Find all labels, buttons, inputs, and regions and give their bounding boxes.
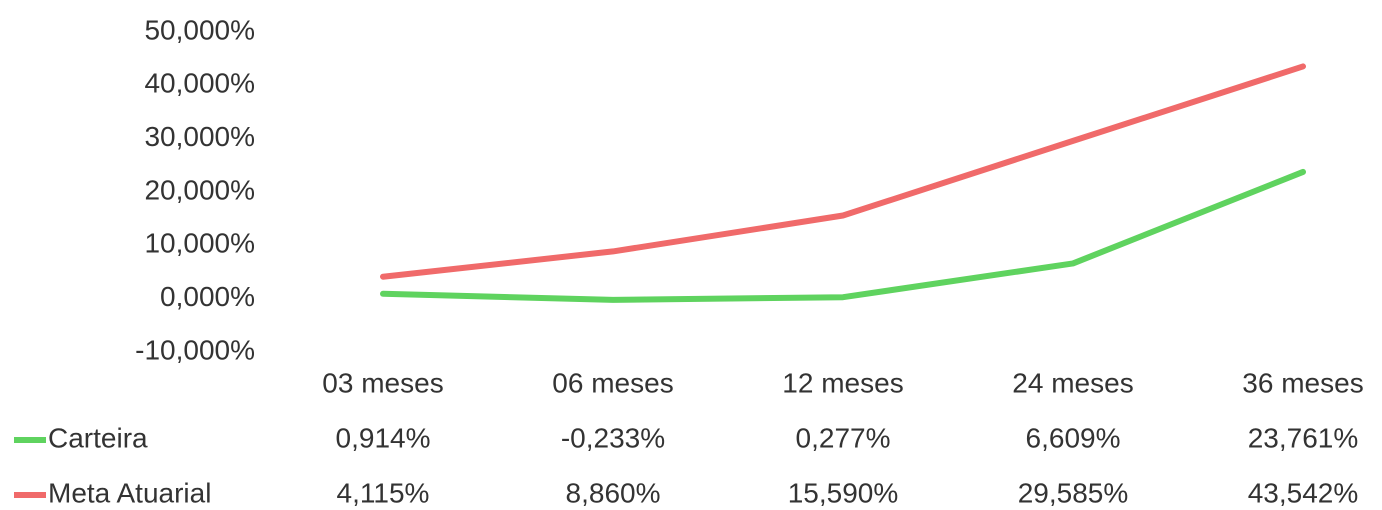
y-tick-label: 10,000%	[144, 228, 255, 259]
x-tick-label: 12 meses	[782, 367, 903, 398]
data-label: -0,233%	[561, 422, 665, 453]
y-tick-label: 30,000%	[144, 121, 255, 152]
legend-label: Carteira	[48, 422, 148, 453]
series-line	[380, 168, 1306, 303]
data-label: 4,115%	[337, 477, 430, 508]
y-tick-label: 40,000%	[144, 68, 255, 99]
data-label: 0,277%	[796, 422, 891, 453]
y-tick-label: 0,000%	[160, 281, 255, 312]
x-tick-label: 36 meses	[1242, 367, 1363, 398]
data-label: 0,914%	[336, 422, 431, 453]
data-label: 29,585%	[1018, 477, 1129, 508]
x-tick-label: 06 meses	[552, 367, 673, 398]
y-tick-label: -10,000%	[135, 334, 255, 365]
data-label: 23,761%	[1248, 422, 1359, 453]
y-tick-label: 50,000%	[144, 14, 255, 45]
data-label: 6,609%	[1026, 422, 1121, 453]
data-label: 8,860%	[566, 477, 661, 508]
data-label: 43,542%	[1248, 477, 1359, 508]
data-label: 15,590%	[788, 477, 899, 508]
x-tick-label: 24 meses	[1012, 367, 1133, 398]
legend-label: Meta Atuarial	[48, 477, 211, 508]
x-tick-label: 03 meses	[322, 367, 443, 398]
y-tick-label: 20,000%	[144, 174, 255, 205]
series-line	[380, 63, 1306, 280]
